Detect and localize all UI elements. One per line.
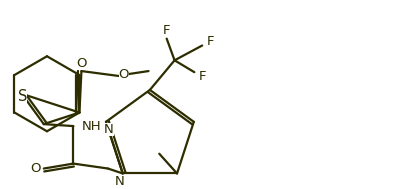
Text: N: N [104,123,114,136]
Text: O: O [119,67,129,81]
Text: O: O [76,57,87,70]
Text: F: F [206,35,214,48]
Text: F: F [163,24,171,37]
Text: O: O [31,162,41,175]
Text: F: F [199,70,206,83]
Text: S: S [18,89,28,104]
Text: NH: NH [81,120,101,133]
Text: N: N [115,175,125,188]
